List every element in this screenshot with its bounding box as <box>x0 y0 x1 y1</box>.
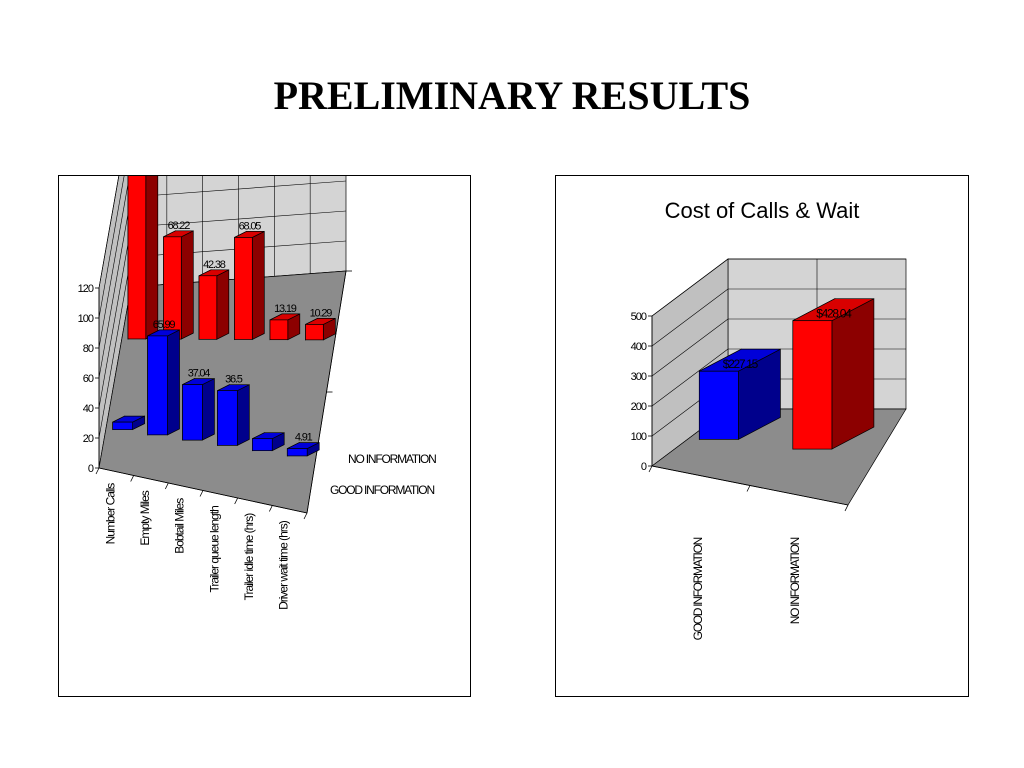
y-tick-label: 200 <box>631 401 647 413</box>
slide-title: PRELIMINARY RESULTS <box>273 73 751 118</box>
right-chart-panel: Cost of Calls & Wait 0 100 200 300 400 500 GOO… <box>555 175 969 697</box>
data-label: $428.04 <box>816 307 852 321</box>
bar-side <box>180 230 194 340</box>
y-tick-label: 100 <box>631 431 647 443</box>
data-label: 42.38 <box>203 259 226 271</box>
bar <box>198 275 218 340</box>
x-tick <box>130 475 135 482</box>
data-label: $227.15 <box>723 357 759 371</box>
gridline <box>651 318 729 377</box>
left-chart-panel: 0 20 40 60 80 100 120 Number Calls Empty Miles Bo… <box>58 175 471 697</box>
x-tick <box>648 465 653 473</box>
bar <box>252 438 273 452</box>
x-tick-label: Trailer idle time (hrs) <box>242 513 256 601</box>
x-tick <box>844 504 849 512</box>
bar-side <box>216 269 230 340</box>
bar <box>269 319 289 341</box>
x-tick-label: Bobtail Miles <box>173 498 187 554</box>
bar <box>234 237 253 340</box>
bar-side <box>251 230 265 341</box>
gridline <box>98 226 132 409</box>
data-label: 13.19 <box>274 303 297 315</box>
gridline <box>651 288 729 347</box>
y-tick-label: 20 <box>83 433 94 445</box>
bar <box>698 370 739 440</box>
data-label: 68.22 <box>168 220 191 232</box>
bar <box>112 421 133 430</box>
x-tick-label: GOOD INFORMATION <box>691 537 705 640</box>
gridline <box>651 348 729 407</box>
bar <box>305 324 324 341</box>
bar <box>286 448 308 457</box>
bar <box>182 384 203 441</box>
gridline <box>98 176 130 349</box>
x-tick-label: Number Calls <box>103 483 117 545</box>
y-tick-label: 0 <box>641 461 647 473</box>
gridline <box>98 256 132 439</box>
x-tick <box>303 512 308 520</box>
chart-title: Cost of Calls & Wait <box>664 198 860 223</box>
data-label: 36.5 <box>225 374 243 386</box>
y-tick-label: 400 <box>631 341 647 353</box>
x-tick-label: Trailer queue length <box>207 506 221 593</box>
gridline <box>98 196 132 379</box>
bar <box>147 335 168 436</box>
x-tick <box>164 482 169 490</box>
bar <box>127 176 147 340</box>
x-tick-label: NO INFORMATION <box>788 537 802 624</box>
y-tick-label: 0 <box>88 463 94 475</box>
gridline <box>98 176 120 289</box>
data-label: 37.04 <box>188 368 211 380</box>
x-tick-label: Driver wait time (hrs) <box>277 520 291 610</box>
y-tick-label: 500 <box>631 311 647 323</box>
right-chart: 0 100 200 300 400 500 GOOD INFORMATION NO INFOR… <box>631 258 907 640</box>
y-tick-label: 300 <box>631 371 647 383</box>
data-label: 4.91 <box>295 432 313 444</box>
x-tick-label: Empty Miles <box>138 490 152 545</box>
y-tick-label: 120 <box>78 283 94 295</box>
bar-side <box>167 329 180 436</box>
x-tick <box>746 485 751 492</box>
gridline <box>98 176 125 319</box>
bar-side <box>145 176 159 340</box>
x-tick <box>268 505 273 512</box>
x-tick <box>199 490 204 497</box>
y-tick-label: 100 <box>78 313 94 325</box>
data-label: 65.99 <box>153 319 176 331</box>
left-chart: 0 20 40 60 80 100 120 Number Calls Empty Miles Bo… <box>78 176 437 610</box>
x-tick <box>234 497 239 505</box>
bar <box>217 390 238 446</box>
y-tick-label: 60 <box>83 373 94 385</box>
bar-side <box>236 384 250 446</box>
x-tick <box>95 467 100 475</box>
series-label-no-information: NO INFORMATION <box>348 452 436 466</box>
bar-side <box>831 298 875 450</box>
series-label-good-information: GOOD INFORMATION <box>330 483 434 497</box>
bar-side <box>202 378 215 441</box>
data-label: 10.29 <box>310 307 333 319</box>
bar <box>792 320 833 450</box>
gridline <box>651 258 729 317</box>
y-tick-label: 40 <box>83 403 94 415</box>
data-label: 68.05 <box>239 220 262 232</box>
y-tick-label: 80 <box>83 343 94 355</box>
